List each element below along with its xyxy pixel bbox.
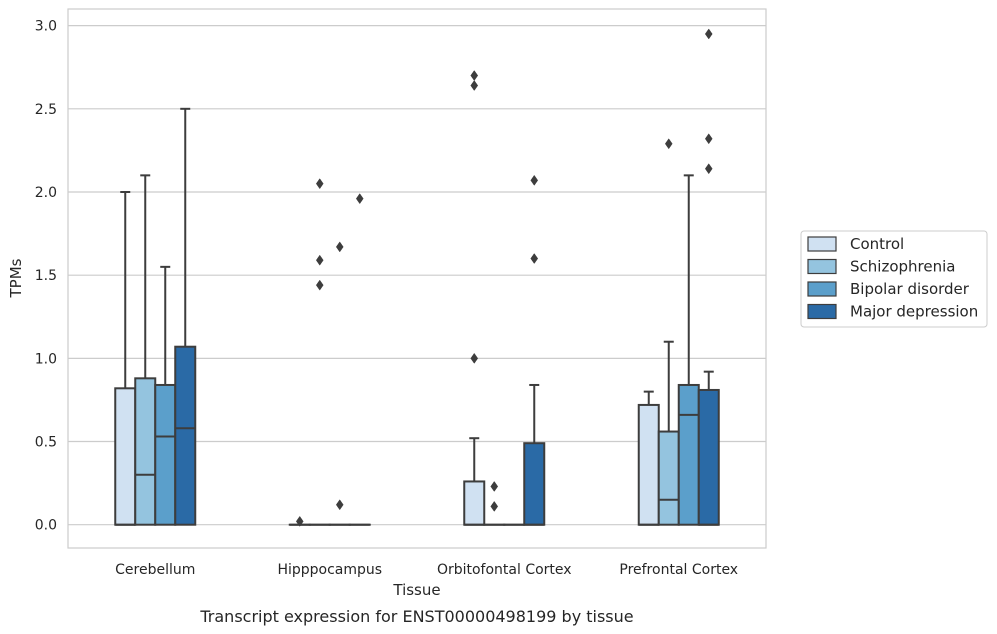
box-0-3 bbox=[174, 107, 197, 526]
x-tick-label: Orbitofontal Cortex bbox=[437, 562, 572, 578]
box-body bbox=[463, 480, 486, 526]
outlier-point bbox=[470, 80, 479, 91]
y-tick-label: 0.0 bbox=[35, 518, 57, 534]
outlier-point bbox=[490, 500, 499, 512]
outlier-point bbox=[490, 481, 499, 492]
outlier-point bbox=[315, 254, 324, 266]
x-tick-label: Hipppocampus bbox=[277, 562, 382, 578]
y-tick-label: 2.0 bbox=[35, 185, 57, 201]
legend-swatch bbox=[807, 281, 837, 297]
y-tick-label: 1.0 bbox=[35, 351, 57, 367]
legend-label: Major depression bbox=[850, 303, 978, 321]
outlier-point bbox=[530, 174, 539, 186]
x-tick-label: Cerebellum bbox=[115, 562, 195, 578]
box-body bbox=[114, 387, 137, 526]
box-0-1 bbox=[134, 174, 157, 526]
box-0-2 bbox=[154, 265, 177, 526]
boxes bbox=[114, 107, 720, 526]
box-body bbox=[174, 345, 197, 526]
legend-label: Bipolar disorder bbox=[850, 280, 970, 298]
y-tick-label: 3.0 bbox=[35, 19, 57, 35]
legend-swatch bbox=[807, 258, 837, 275]
outlier-point bbox=[530, 253, 539, 264]
box-3-1 bbox=[657, 340, 680, 526]
legend-frame bbox=[800, 230, 988, 328]
box-3-2 bbox=[677, 174, 700, 526]
chart-caption: Transcript expression for ENST0000049819… bbox=[199, 607, 633, 626]
plot-frame bbox=[67, 8, 767, 549]
outlier-point bbox=[315, 279, 324, 291]
box-body bbox=[637, 403, 660, 526]
legend-swatch bbox=[807, 236, 837, 252]
outlier-point bbox=[704, 163, 713, 175]
outlier-point bbox=[664, 138, 673, 150]
legend-label: Control bbox=[850, 235, 904, 253]
box-body bbox=[134, 377, 157, 526]
y-tick-label: 0.5 bbox=[35, 435, 57, 451]
outlier-point bbox=[295, 515, 304, 527]
y-tick-label: 1.5 bbox=[35, 268, 57, 284]
box-2-0 bbox=[463, 437, 486, 526]
box-3-3 bbox=[697, 370, 720, 526]
box-body bbox=[657, 430, 680, 526]
x-tick-label: Prefrontal Cortex bbox=[619, 562, 738, 578]
outlier-point bbox=[470, 352, 479, 364]
box-body bbox=[677, 383, 700, 526]
outlier-point bbox=[355, 193, 364, 205]
outlier-point bbox=[704, 28, 713, 40]
outlier-point bbox=[335, 241, 344, 253]
outlier-point bbox=[470, 70, 479, 81]
y-axis-title: TPMs bbox=[7, 258, 25, 298]
box-body bbox=[523, 442, 546, 526]
outlier-point bbox=[704, 133, 713, 145]
box-body bbox=[697, 388, 720, 526]
y-tick-labels: 0.0 0.5 1.0 1.5 2.0 2.5 3.0 bbox=[35, 19, 57, 534]
box-3-0 bbox=[637, 390, 660, 526]
outlier-point bbox=[335, 499, 344, 511]
outliers bbox=[295, 28, 713, 527]
y-tick-label: 2.5 bbox=[35, 102, 57, 118]
legend-label: Schizophrenia bbox=[850, 258, 955, 276]
box-body bbox=[154, 383, 177, 526]
legend-swatch bbox=[807, 303, 837, 320]
x-axis-title: Tissue bbox=[392, 581, 440, 599]
outlier-point bbox=[315, 178, 324, 190]
box-2-3 bbox=[523, 383, 546, 526]
x-tick-labels: Cerebellum Hipppocampus Orbitofontal Corte… bbox=[115, 562, 738, 578]
legend: Control Schizophrenia Bipolar disorder Majo… bbox=[800, 230, 988, 328]
